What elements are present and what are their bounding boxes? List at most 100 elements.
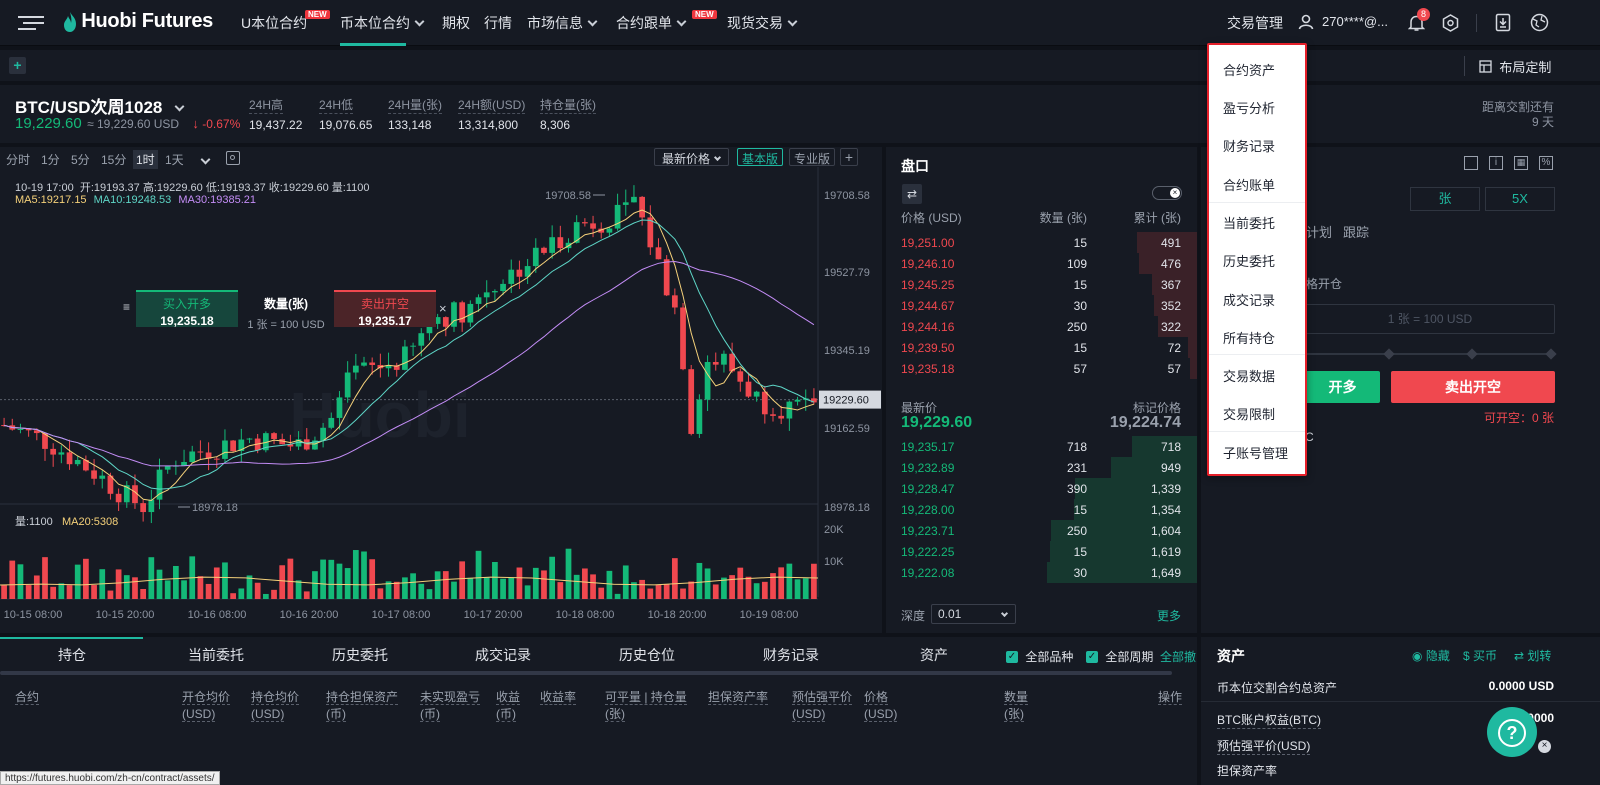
bid-row[interactable]: 19,222.08 30 1,649 [886, 562, 1197, 583]
orderbook-more-link[interactable]: 更多 [1156, 609, 1181, 623]
nav-u-contract[interactable]: U本位合约 NEW [241, 10, 330, 33]
chevron-down-icon[interactable] [200, 154, 211, 165]
nav-copy-trading[interactable]: 合约跟单 NEW [616, 10, 717, 33]
ask-row[interactable]: 19,251.00 15 491 [886, 232, 1197, 253]
ask-row[interactable]: 19,244.16 250 322 [886, 316, 1197, 337]
fee-icon[interactable]: % [1539, 156, 1553, 170]
panel-icon-1[interactable] [1464, 156, 1478, 170]
bid-row[interactable]: 19,232.89 231 949 [886, 457, 1197, 478]
positions-panel: 持仓 当前委托 历史委托 成交记录 历史仓位 财务记录 资产 ✓ 全部品种 ✓ … [0, 637, 1197, 785]
menu-order-history[interactable]: 历史委托 [1223, 254, 1276, 269]
account-name[interactable]: 270****@... [1322, 14, 1388, 29]
depth-select[interactable]: 0.01 [931, 604, 1016, 624]
bid-row[interactable]: 19,223.71 250 1,604 [886, 520, 1197, 541]
tab-plan[interactable]: 计划 [1306, 225, 1333, 240]
buy-long-button[interactable]: 开多 [1305, 371, 1380, 403]
quick-order-close-icon[interactable]: × [439, 301, 447, 316]
add-indicator-button[interactable]: + [840, 148, 858, 166]
menu-subaccount-manage[interactable]: 子账号管理 [1223, 446, 1289, 461]
tab-assets[interactable]: 资产 [920, 647, 948, 663]
screenshot-icon[interactable] [226, 151, 240, 165]
menu-trade-limits[interactable]: 交易限制 [1223, 407, 1276, 422]
nav-market-info[interactable]: 市场信息 [527, 13, 598, 33]
pro-version-button[interactable]: 专业版 [789, 148, 836, 166]
basic-version-button[interactable]: 基本版 [737, 148, 784, 166]
ask-row[interactable]: 19,239.50 15 72 [886, 337, 1197, 358]
menu-current-orders[interactable]: 当前委托 [1223, 216, 1276, 231]
user-icon[interactable] [1298, 14, 1314, 33]
ask-row[interactable]: 19,246.10 109 476 [886, 253, 1197, 274]
tf-1d[interactable]: 1天 [165, 153, 184, 167]
bid-row[interactable]: 19,228.47 390 1,339 [886, 478, 1197, 499]
tf-1m[interactable]: 1分 [41, 153, 60, 167]
tab-financial-records[interactable]: 财务记录 [763, 647, 819, 663]
trade-manage-menu[interactable]: 交易管理 [1227, 15, 1283, 31]
amount-slider[interactable] [1305, 348, 1557, 360]
kline-chart[interactable]: Huobi 19708.58 19527.79 19345.19 19162.59 18… [0, 167, 882, 633]
tab-track[interactable]: 跟踪 [1343, 225, 1370, 240]
tab-positions[interactable]: 持仓 [58, 647, 86, 663]
nav-market[interactable]: 行情 [484, 15, 512, 31]
sell-short-button[interactable]: 卖出开空 [1391, 371, 1555, 403]
tab-order-history[interactable]: 历史委托 [332, 647, 388, 663]
tf-1h[interactable]: 1时 [133, 150, 158, 169]
ask-row[interactable]: 19,245.25 15 367 [886, 274, 1197, 295]
tf-15m[interactable]: 15分 [101, 153, 127, 167]
quick-sell-button[interactable]: 卖出开空 19,235.17 [334, 290, 436, 328]
ask-row[interactable]: 19,235.18 57 57 [886, 358, 1197, 379]
orderbook-mode-icon[interactable]: ⇄ [902, 184, 922, 204]
brand-logo[interactable]: Huobi Futures [62, 10, 213, 36]
volume-bar [614, 593, 621, 599]
bid-row[interactable]: 19,228.00 15 1,354 [886, 499, 1197, 520]
nav-coin-contract[interactable]: 币本位合约 [340, 13, 425, 46]
tab-current-orders[interactable]: 当前委托 [188, 647, 244, 663]
menu-contract-assets[interactable]: 合约资产 [1223, 63, 1276, 78]
tf-timeline[interactable]: 分时 [6, 153, 31, 167]
tf-5m[interactable]: 5分 [71, 153, 90, 167]
bell-icon[interactable]: 8 [1407, 8, 1430, 35]
menu-financial-records[interactable]: 财务记录 [1223, 139, 1276, 154]
menu-trade-data[interactable]: 交易数据 [1223, 369, 1276, 384]
transfer-link[interactable]: ⇄ 划转 [1514, 649, 1552, 663]
bid-row[interactable]: 19,222.25 15 1,619 [886, 541, 1197, 562]
symbol-selector[interactable]: BTC/USD次周1028 [15, 93, 185, 118]
tab-trade-records[interactable]: 成交记录 [475, 647, 531, 663]
help-close-icon[interactable]: × [1538, 740, 1551, 753]
help-button[interactable]: ? [1487, 707, 1537, 757]
menu-icon[interactable] [18, 14, 44, 32]
bid-row[interactable]: 19,235.17 718 718 [886, 436, 1197, 457]
hide-toggle[interactable]: ◉ 隐藏 [1412, 649, 1450, 663]
menu-contract-bill[interactable]: 合约账单 [1223, 178, 1276, 193]
tab-position-history[interactable]: 历史仓位 [619, 647, 675, 663]
leverage-select[interactable]: 5X [1485, 187, 1555, 211]
quick-buy-button[interactable]: 买入开多 19,235.18 [136, 290, 238, 328]
menu-all-positions[interactable]: 所有持仓 [1223, 331, 1276, 346]
cancel-all-button[interactable]: 全部撤 [1160, 650, 1197, 664]
orderbook-toggle[interactable]: × [1152, 186, 1182, 200]
positions-scrollbar[interactable] [0, 671, 1172, 675]
ask-row[interactable]: 19,244.67 30 352 [886, 295, 1197, 316]
calculator-icon[interactable]: ▦ [1514, 156, 1528, 170]
unit-select[interactable]: 张 [1410, 187, 1480, 211]
menu-trade-records[interactable]: 成交记录 [1223, 293, 1276, 308]
candle-body [598, 228, 605, 233]
quick-order-menu-icon[interactable]: ≡ [123, 300, 131, 314]
quantity-input[interactable]: 1 张 = 100 USD [1305, 304, 1555, 334]
bid-price: 19,232.89 [901, 461, 955, 475]
stat-label-high: 24H高 [249, 98, 284, 114]
all-periods-checkbox[interactable]: ✓ 全部周期 [1086, 650, 1154, 664]
info-icon[interactable]: i [1489, 156, 1503, 170]
layout-custom-button[interactable]: 布局定制 [1479, 57, 1551, 76]
nav-spot[interactable]: 现货交易 [727, 13, 798, 33]
candle-body [107, 475, 114, 494]
settings-hex-icon[interactable] [1442, 14, 1459, 35]
nav-options[interactable]: 期权 [442, 15, 470, 31]
ask-depth-bar [1190, 358, 1197, 379]
menu-pnl-analysis[interactable]: 盈亏分析 [1223, 101, 1276, 116]
globe-icon[interactable] [1530, 13, 1549, 35]
price-type-select[interactable]: 最新价格 [654, 148, 729, 166]
buy-coin-link[interactable]: $ 买币 [1463, 649, 1498, 663]
add-tab-button[interactable]: + [9, 57, 26, 74]
download-icon[interactable] [1495, 13, 1511, 35]
all-symbols-checkbox[interactable]: ✓ 全部品种 [1006, 650, 1074, 664]
